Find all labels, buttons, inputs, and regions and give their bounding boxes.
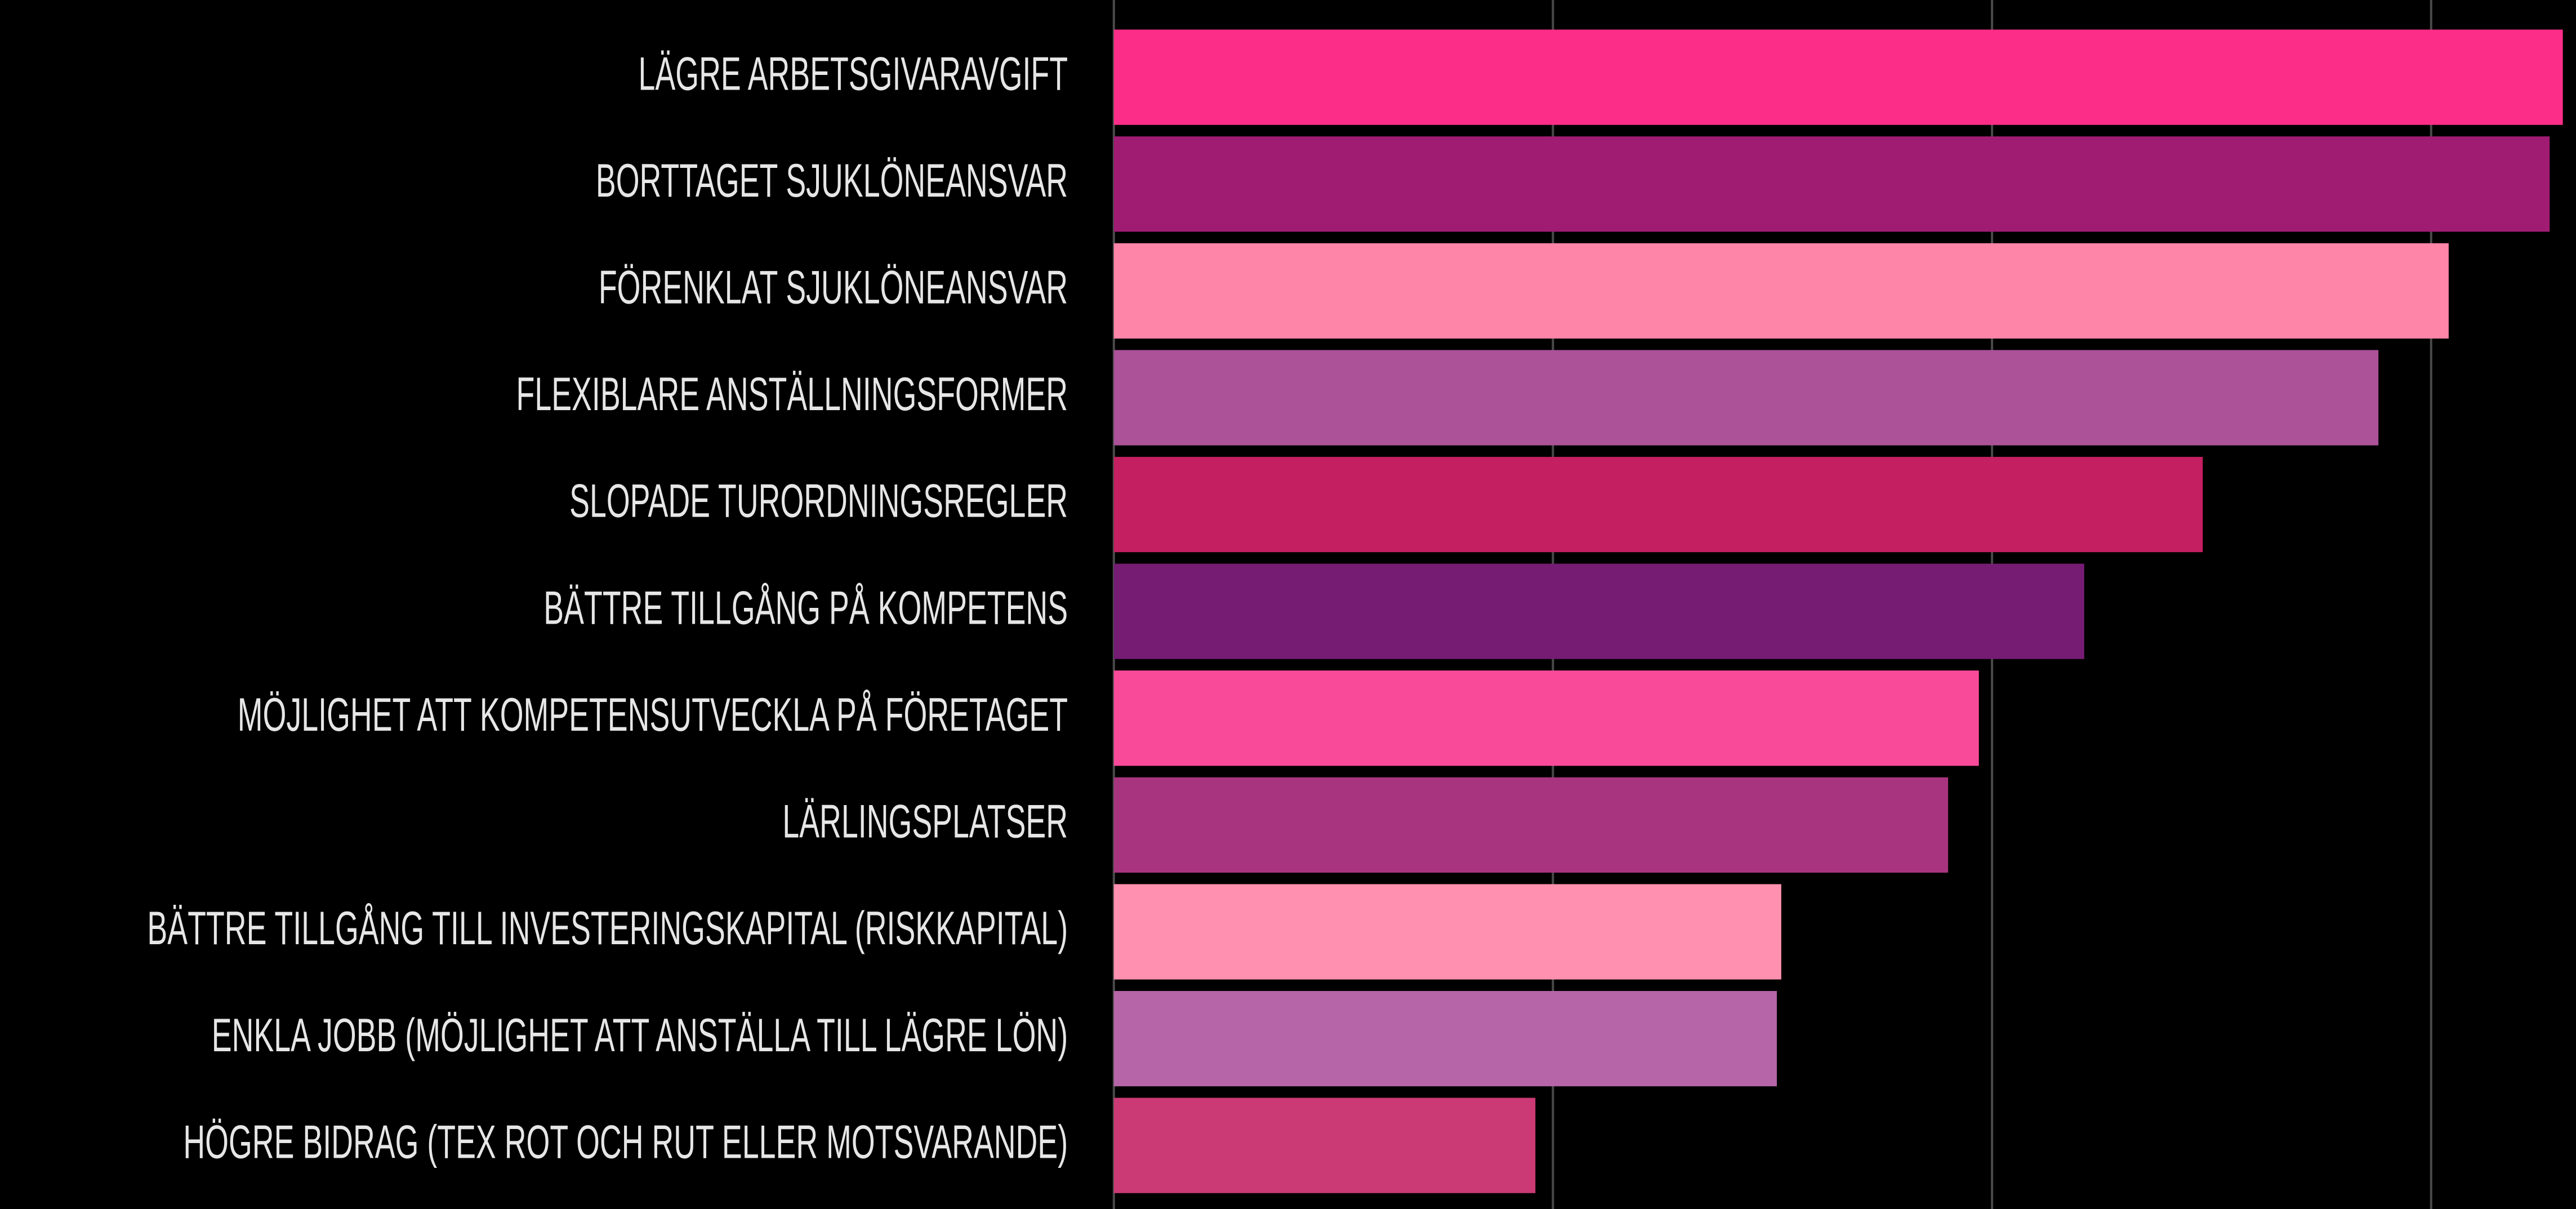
bar (1113, 136, 2550, 232)
category-label: BÄTTRE TILLGÅNG PÅ KOMPETENS (543, 581, 1068, 634)
bar (1113, 456, 2203, 553)
bar (1113, 243, 2449, 339)
bar (1113, 991, 1777, 1087)
labels: LÄGRE ARBETSGIVARAVGIFT BORTTAGET SJUKLÖN… (147, 47, 1068, 1168)
bar (1113, 777, 1949, 873)
category-label: FÖRENKLAT SJUKLÖNEANSVAR (599, 260, 1068, 313)
bar (1113, 350, 2379, 446)
category-label: FLEXIBLARE ANSTÄLLNINGSFORMER (516, 367, 1068, 420)
category-label: BÄTTRE TILLGÅNG TILL INVESTERINGSKAPITAL… (147, 901, 1068, 954)
category-label: MÖJLIGHET ATT KOMPETENSUTVECKLA PÅ FÖRET… (238, 688, 1068, 741)
category-label: BORTTAGET SJUKLÖNEANSVAR (596, 154, 1068, 207)
category-label: SLOPADE TURORDNINGSREGLER (569, 474, 1068, 527)
bar (1113, 29, 2563, 125)
category-label: HÖGRE BIDRAG (TEX ROT OCH RUT ELLER MOTS… (183, 1115, 1068, 1168)
category-label: LÄGRE ARBETSGIVARAVGIFT (639, 47, 1068, 100)
bar (1113, 670, 1979, 766)
category-label: LÄRLINGSPLATSER (782, 794, 1068, 847)
bar (1113, 1097, 1536, 1193)
bar (1113, 884, 1781, 980)
bar (1113, 563, 2084, 659)
category-label: ENKLA JOBB (MÖJLIGHET ATT ANSTÄLLA TILL … (212, 1008, 1068, 1061)
